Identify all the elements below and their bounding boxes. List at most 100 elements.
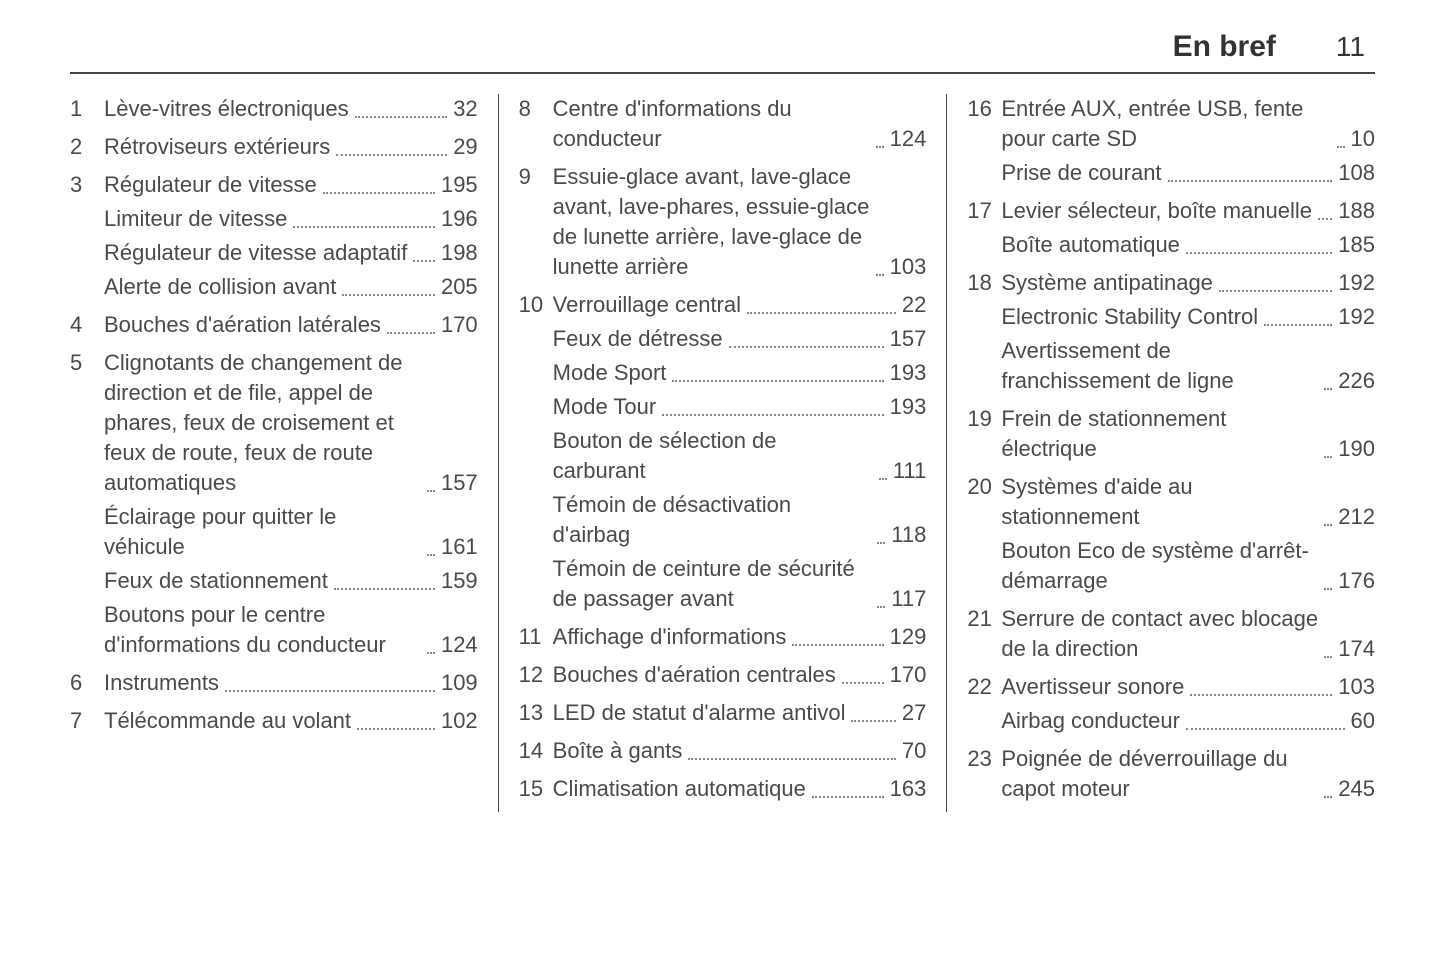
toc-item: Climatisation automatique163 bbox=[553, 774, 927, 804]
toc-leader-dots bbox=[812, 796, 884, 798]
toc-leader-dots bbox=[1324, 388, 1332, 390]
toc-entry-number: 6 bbox=[70, 668, 104, 698]
toc-item-label: Limiteur de vitesse bbox=[104, 204, 287, 234]
toc-entry-body: Centre d'informations du conducteur124 bbox=[553, 94, 927, 158]
toc-item-label: Frein de stationnement électrique bbox=[1001, 404, 1318, 464]
toc-entry: 4Bouches d'aération latérales170 bbox=[70, 310, 478, 344]
toc-leader-dots bbox=[877, 606, 885, 608]
toc-entry: 14Boîte à gants70 bbox=[519, 736, 927, 770]
toc-entry-body: Verrouillage central22 Feux de détresse15… bbox=[553, 290, 927, 618]
toc-leader-dots bbox=[1324, 524, 1332, 526]
toc-leader-dots bbox=[792, 644, 883, 646]
toc-item-page: 196 bbox=[441, 204, 478, 234]
toc-item: Témoin de désactivation d'airbag118 bbox=[553, 490, 927, 550]
toc-item-page: 174 bbox=[1338, 634, 1375, 664]
toc-item: Verrouillage central22 bbox=[553, 290, 927, 320]
toc-item-page: 198 bbox=[441, 238, 478, 268]
toc-column: 8Centre d'informations du conducteur1249… bbox=[499, 94, 948, 812]
toc-item: Boutons pour le centre d'informations du… bbox=[104, 600, 478, 660]
toc-item-label: Boîte automatique bbox=[1001, 230, 1180, 260]
toc-entry-number: 8 bbox=[519, 94, 553, 124]
toc-item-page: 157 bbox=[890, 324, 927, 354]
toc-entry-body: Affichage d'informations129 bbox=[553, 622, 927, 656]
toc-entry-number: 13 bbox=[519, 698, 553, 728]
toc-item-label: Bouches d'aération centrales bbox=[553, 660, 836, 690]
toc-item: Rétroviseurs extérieurs29 bbox=[104, 132, 478, 162]
toc-item: Limiteur de vitesse 196 bbox=[104, 204, 478, 234]
toc-leader-dots bbox=[334, 588, 435, 590]
toc-entry-body: Entrée AUX, entrée USB, fente pour carte… bbox=[1001, 94, 1375, 192]
toc-columns: 1Lève-vitres électroniques322Rétroviseur… bbox=[70, 94, 1375, 812]
toc-item: Levier sélecteur, boîte manuelle188 bbox=[1001, 196, 1375, 226]
toc-leader-dots bbox=[1186, 728, 1345, 730]
toc-item-label: Témoin de ceinture de sécurité de passag… bbox=[553, 554, 872, 614]
toc-item-label: Climatisation automatique bbox=[553, 774, 806, 804]
toc-item-page: 117 bbox=[891, 584, 926, 614]
toc-item-label: Alerte de collision avant bbox=[104, 272, 336, 302]
toc-leader-dots bbox=[879, 478, 887, 480]
toc-item-page: 212 bbox=[1338, 502, 1375, 532]
toc-item: Éclairage pour quitter le véhicule161 bbox=[104, 502, 478, 562]
toc-entry: 5Clignotants de changement de direction … bbox=[70, 348, 478, 664]
toc-item-label: Feux de stationnement bbox=[104, 566, 328, 596]
toc-item: Centre d'informations du conducteur124 bbox=[553, 94, 927, 154]
toc-item-page: 245 bbox=[1338, 774, 1375, 804]
toc-entry: 13LED de statut d'alarme antivol27 bbox=[519, 698, 927, 732]
toc-item-label: Régulateur de vitesse bbox=[104, 170, 317, 200]
toc-entry-body: Rétroviseurs extérieurs29 bbox=[104, 132, 478, 166]
toc-entry-number: 23 bbox=[967, 744, 1001, 774]
toc-entry-number: 18 bbox=[967, 268, 1001, 298]
toc-item: Feux de détresse157 bbox=[553, 324, 927, 354]
toc-item-page: 195 bbox=[441, 170, 478, 200]
toc-item-label: Avertissement de franchissement de ligne bbox=[1001, 336, 1318, 396]
toc-item-label: Poignée de déverrouillage du capot moteu… bbox=[1001, 744, 1318, 804]
toc-item-page: 170 bbox=[890, 660, 927, 690]
toc-item-label: Mode Sport bbox=[553, 358, 667, 388]
toc-item: Bouton de sélection de carburant111 bbox=[553, 426, 927, 486]
toc-item-label: Levier sélecteur, boîte manuelle bbox=[1001, 196, 1312, 226]
toc-column: 1Lève-vitres électroniques322Rétroviseur… bbox=[70, 94, 499, 812]
toc-item-page: 108 bbox=[1338, 158, 1375, 188]
toc-entry-body: Régulateur de vitesse 195 Limiteur de vite… bbox=[104, 170, 478, 306]
toc-item-page: 124 bbox=[441, 630, 478, 660]
toc-entry-number: 14 bbox=[519, 736, 553, 766]
toc-entry-number: 5 bbox=[70, 348, 104, 378]
toc-item: Régulateur de vitesse 195 bbox=[104, 170, 478, 200]
toc-entry-number: 12 bbox=[519, 660, 553, 690]
toc-item-page: 29 bbox=[453, 132, 477, 162]
toc-item: Systèmes d'aide au stationnement212 bbox=[1001, 472, 1375, 532]
toc-item-label: Mode Tour bbox=[553, 392, 657, 422]
toc-entry-body: Serrure de contact avec blocage de la di… bbox=[1001, 604, 1375, 668]
toc-leader-dots bbox=[427, 554, 435, 556]
toc-item: Témoin de ceinture de sécurité de passag… bbox=[553, 554, 927, 614]
toc-item-page: 157 bbox=[441, 468, 478, 498]
toc-item: Essuie-glace avant, lave-glace avant, la… bbox=[553, 162, 927, 282]
toc-entry-body: Bouches d'aération centrales 170 bbox=[553, 660, 927, 694]
toc-item-page: 111 bbox=[893, 456, 926, 486]
toc-item: Feux de stationnement159 bbox=[104, 566, 478, 596]
toc-item-page: 193 bbox=[890, 392, 927, 422]
toc-item-page: 102 bbox=[441, 706, 478, 736]
toc-item: Télécommande au volant102 bbox=[104, 706, 478, 736]
toc-item-label: Instruments bbox=[104, 668, 219, 698]
toc-entry: 21Serrure de contact avec blocage de la … bbox=[967, 604, 1375, 668]
section-title: En bref bbox=[1173, 30, 1276, 64]
toc-item-page: 170 bbox=[441, 310, 478, 340]
toc-item-page: 192 bbox=[1338, 302, 1375, 332]
toc-item-page: 192 bbox=[1338, 268, 1375, 298]
toc-leader-dots bbox=[323, 192, 435, 194]
toc-item: Bouton Eco de système d'arrêt-démarrage1… bbox=[1001, 536, 1375, 596]
toc-entry-body: Instruments109 bbox=[104, 668, 478, 702]
toc-item: Frein de stationnement électrique190 bbox=[1001, 404, 1375, 464]
toc-entry-number: 4 bbox=[70, 310, 104, 340]
toc-column: 16Entrée AUX, entrée USB, fente pour car… bbox=[947, 94, 1375, 812]
toc-item-label: Entrée AUX, entrée USB, fente pour carte… bbox=[1001, 94, 1330, 154]
toc-item-page: 129 bbox=[890, 622, 927, 652]
toc-item: Avertissement de franchissement de ligne… bbox=[1001, 336, 1375, 396]
toc-entry-number: 17 bbox=[967, 196, 1001, 226]
toc-leader-dots bbox=[1324, 456, 1332, 458]
toc-leader-dots bbox=[729, 346, 884, 348]
toc-leader-dots bbox=[387, 332, 435, 334]
document-page: En bref 11 1Lève-vitres électroniques322… bbox=[0, 0, 1445, 965]
page-header: En bref 11 bbox=[70, 30, 1375, 74]
